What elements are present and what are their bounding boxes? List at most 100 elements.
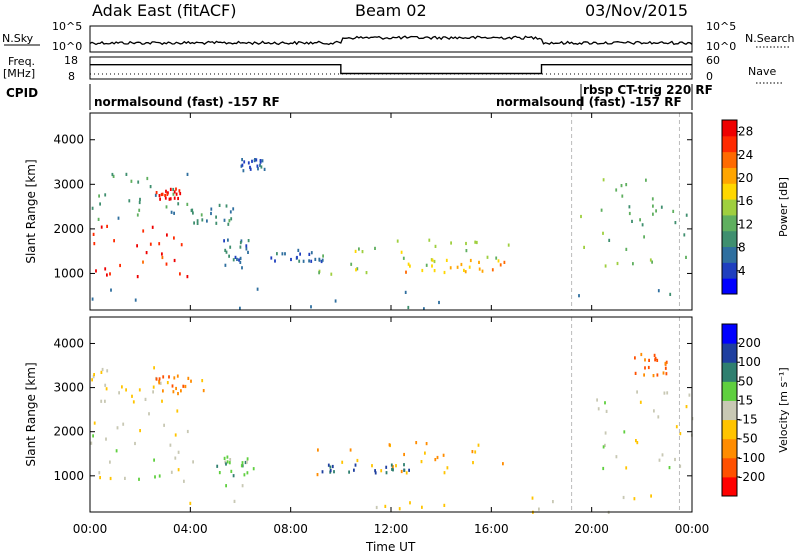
- data-cell: [228, 254, 230, 258]
- data-cell: [660, 205, 663, 209]
- data-cell: [255, 158, 258, 162]
- data-cell: [600, 208, 603, 212]
- ytick-label: 3000: [53, 381, 84, 395]
- data-cell: [98, 471, 101, 475]
- data-cell: [249, 165, 251, 169]
- data-cell: [104, 193, 107, 197]
- data-cell: [331, 464, 334, 469]
- data-cell: [241, 163, 244, 167]
- data-cell: [99, 476, 101, 480]
- data-cell: [639, 218, 641, 222]
- data-cell: [174, 433, 177, 437]
- data-cell: [375, 505, 378, 510]
- data-cell: [322, 254, 324, 258]
- data-cell: [247, 239, 250, 243]
- colorbar-frame: [721, 323, 738, 497]
- data-cell: [173, 258, 176, 263]
- power-panel: 4000 3000 2000 1000 Slant Range [km] 28 24 20 16…: [24, 112, 790, 311]
- data-cell: [169, 197, 172, 201]
- data-cell: [104, 267, 107, 271]
- data-cell: [662, 371, 665, 375]
- data-cell: [179, 192, 182, 196]
- ytick-label: 4000: [53, 133, 84, 147]
- data-cell: [263, 167, 266, 171]
- data-cell: [649, 258, 652, 262]
- data-cell: [334, 299, 337, 303]
- colorbar-swatch: [722, 457, 737, 478]
- data-region-4: [223, 238, 250, 270]
- time-axis: 00:00 04:00 08:00 12:00 16:00 20:00 00:00: [73, 113, 709, 536]
- data-cell: [405, 471, 408, 475]
- freq-panel: [89, 56, 693, 80]
- data-cell: [354, 463, 357, 467]
- data-cell: [125, 172, 128, 176]
- data-cell: [242, 169, 245, 173]
- data-cell: [223, 456, 226, 460]
- data-cell: [358, 247, 360, 251]
- data-cell: [92, 375, 95, 379]
- freq-trace: [90, 64, 692, 75]
- data-cell: [314, 257, 317, 261]
- xtick-label: 20:00: [574, 522, 609, 536]
- colorbar-swatch: [722, 400, 737, 421]
- data-region-3: [216, 455, 255, 488]
- data-cell: [139, 429, 141, 433]
- data-cell: [310, 305, 312, 309]
- data-cell: [602, 231, 604, 235]
- data-cell: [239, 256, 242, 260]
- data-cell: [206, 219, 208, 223]
- data-cell: [478, 267, 481, 271]
- station-title: Adak East (fitACF): [92, 1, 236, 20]
- nave-tick-low: 0: [706, 70, 713, 83]
- data-cell: [158, 194, 161, 198]
- data-cell: [105, 437, 107, 441]
- data-cell: [481, 269, 484, 273]
- data-cell: [244, 460, 247, 465]
- data-cell: [468, 265, 471, 269]
- data-cell: [463, 268, 465, 272]
- colorbar-swatch: [722, 262, 737, 279]
- data-cell: [679, 432, 682, 436]
- data-cell: [679, 464, 682, 468]
- data-cell: [176, 409, 179, 413]
- colorbar-0: 28 24 20 16 12 8 4 Power [dB]: [721, 119, 790, 295]
- data-cell: [134, 441, 136, 446]
- data-cell: [173, 376, 176, 380]
- data-cell: [142, 229, 145, 233]
- data-cell: [652, 204, 654, 208]
- data-cell: [174, 456, 177, 460]
- data-cell: [602, 178, 605, 182]
- data-cell: [173, 196, 176, 200]
- data-cell: [178, 189, 181, 193]
- data-cell: [434, 244, 437, 248]
- data-region-7: [634, 352, 668, 378]
- data-cell: [428, 238, 431, 242]
- data-cell: [355, 268, 357, 272]
- data-cell: [176, 374, 179, 378]
- data-region-0: [92, 224, 189, 279]
- data-cell: [349, 448, 352, 452]
- data-cell: [173, 211, 175, 215]
- data-cell: [438, 300, 440, 305]
- data-cell: [144, 397, 147, 401]
- colorbar-tick-label: 50: [738, 374, 753, 388]
- data-cell: [137, 180, 140, 184]
- data-cell: [180, 389, 182, 393]
- data-cell: [172, 187, 175, 192]
- data-cell: [350, 262, 353, 266]
- colorbar-swatch: [722, 246, 737, 263]
- data-cell: [218, 471, 221, 475]
- data-cell: [465, 249, 468, 253]
- data-cell: [224, 263, 227, 267]
- data-cell: [187, 376, 190, 380]
- data-cell: [316, 473, 319, 477]
- data-cell: [465, 241, 467, 246]
- data-cell: [192, 460, 194, 464]
- data-cell: [257, 167, 259, 171]
- xtick-label: 00:00: [73, 522, 108, 536]
- data-cell: [161, 252, 163, 256]
- data-cell: [477, 443, 480, 447]
- data-cell: [228, 461, 231, 465]
- data-cell: [329, 465, 332, 469]
- colorbar-swatch: [722, 324, 737, 344]
